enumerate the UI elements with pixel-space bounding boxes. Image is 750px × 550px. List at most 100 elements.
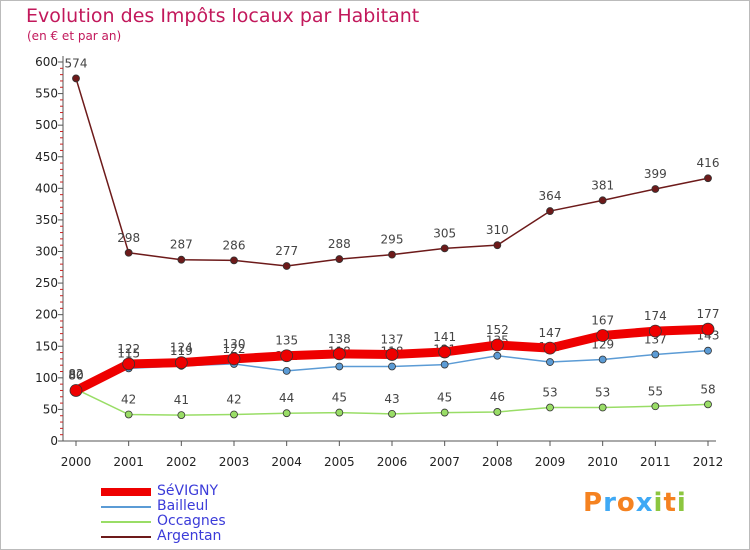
data-point-svigny xyxy=(332,347,346,361)
data-label-bailleul: 115 xyxy=(117,346,140,360)
data-point-argentan xyxy=(651,185,660,193)
y-tick-label: 400 xyxy=(35,181,58,195)
data-point-argentan xyxy=(388,250,396,259)
legend: SéVIGNY Bailleul Occagnes Argentan xyxy=(101,483,301,544)
data-label-argentan: 310 xyxy=(486,223,509,237)
data-point-occagnes xyxy=(230,410,238,419)
y-tick-label: 100 xyxy=(35,371,58,385)
legend-label: Bailleul xyxy=(157,498,209,514)
x-tick-label: 2010 xyxy=(587,455,618,469)
data-point-occagnes xyxy=(651,402,660,411)
data-point-svigny xyxy=(122,357,136,371)
data-point-bailleul xyxy=(493,351,502,360)
data-label-svigny: 177 xyxy=(697,307,720,321)
data-point-svigny xyxy=(280,349,294,363)
data-label-svigny: 80 xyxy=(68,368,83,382)
legend-item-sevigny: SéVIGNY xyxy=(101,483,301,499)
x-tick-label: 2001 xyxy=(113,455,144,469)
logo-letter: x xyxy=(635,488,654,518)
x-tick-label: 2005 xyxy=(324,455,355,469)
y-tick-label: 50 xyxy=(43,402,58,416)
data-label-argentan: 399 xyxy=(644,167,667,181)
data-label-occagnes: 58 xyxy=(700,382,715,396)
data-point-occagnes xyxy=(124,410,133,419)
data-point-bailleul xyxy=(388,362,396,371)
data-label-svigny: 147 xyxy=(539,326,562,340)
data-label-argentan: 298 xyxy=(117,231,140,245)
logo-letter: P xyxy=(583,488,604,518)
data-label-argentan: 364 xyxy=(539,189,562,203)
data-point-bailleul xyxy=(282,366,291,375)
x-tick-label: 2008 xyxy=(482,455,513,469)
data-label-svigny: 167 xyxy=(591,314,614,328)
data-point-svigny xyxy=(385,348,399,361)
x-tick-label: 2011 xyxy=(640,455,671,469)
data-point-occagnes xyxy=(282,409,291,418)
x-tick-label: 2009 xyxy=(535,455,566,469)
data-label-svigny: 138 xyxy=(328,332,351,346)
data-point-argentan xyxy=(440,244,449,253)
data-point-argentan xyxy=(124,248,133,257)
data-label-bailleul: 80 xyxy=(68,368,83,382)
legend-swatch-argentan xyxy=(101,536,151,538)
data-label-occagnes: 41 xyxy=(174,393,189,407)
data-label-svigny: 122 xyxy=(117,342,140,356)
data-point-argentan xyxy=(546,207,554,215)
y-tick-label: 150 xyxy=(35,339,58,353)
chart-subtitle: (en € et par an) xyxy=(27,29,122,43)
data-label-svigny: 135 xyxy=(275,334,298,348)
data-label-argentan: 295 xyxy=(381,233,404,247)
data-point-bailleul xyxy=(704,346,712,355)
data-point-bailleul xyxy=(440,360,449,369)
data-point-svigny xyxy=(648,324,662,338)
data-label-bailleul: 119 xyxy=(170,344,193,358)
y-tick-label: 550 xyxy=(35,87,58,101)
data-point-argentan xyxy=(282,262,291,270)
data-point-svigny xyxy=(596,329,610,342)
data-label-occagnes: 82 xyxy=(68,367,83,381)
y-tick-label: 200 xyxy=(35,308,58,322)
data-point-svigny xyxy=(227,352,241,366)
legend-item-argentan: Argentan xyxy=(101,528,301,544)
data-label-occagnes: 44 xyxy=(279,391,294,405)
data-label-occagnes: 55 xyxy=(648,384,663,398)
y-tick-label: 600 xyxy=(35,55,58,69)
data-label-svigny: 152 xyxy=(486,323,509,337)
data-point-argentan xyxy=(72,74,80,83)
data-label-occagnes: 42 xyxy=(121,392,136,406)
data-point-occagnes xyxy=(493,408,502,416)
data-point-occagnes xyxy=(598,403,607,412)
data-label-svigny: 137 xyxy=(381,332,404,346)
data-point-argentan xyxy=(335,255,344,263)
logo-letter: o xyxy=(616,488,636,518)
data-label-argentan: 286 xyxy=(223,238,246,252)
x-tick-label: 2007 xyxy=(429,455,460,469)
data-label-svigny: 130 xyxy=(223,337,246,351)
legend-item-occagnes: Occagnes xyxy=(101,513,301,529)
data-point-argentan xyxy=(230,256,238,265)
x-tick-label: 2003 xyxy=(219,455,250,469)
data-point-bailleul xyxy=(546,358,554,366)
chart-title: Evolution des Impôts locaux par Habitant xyxy=(26,5,420,27)
data-point-bailleul xyxy=(598,355,607,364)
legend-label: SéVIGNY xyxy=(157,483,219,499)
proxiti-logo: Proxiti xyxy=(583,488,687,518)
data-point-argentan xyxy=(177,255,186,264)
legend-label: Occagnes xyxy=(157,513,226,529)
logo-letter: r xyxy=(603,488,617,518)
data-point-svigny xyxy=(701,322,715,336)
data-label-occagnes: 45 xyxy=(332,391,347,405)
data-label-svigny: 124 xyxy=(170,341,193,355)
logo-letter: i xyxy=(676,488,687,518)
data-point-occagnes xyxy=(704,400,712,409)
data-point-svigny xyxy=(490,338,504,352)
data-label-argentan: 381 xyxy=(591,178,614,192)
x-tick-label: 2004 xyxy=(271,455,302,469)
x-tick-label: 2012 xyxy=(693,455,724,469)
data-point-bailleul xyxy=(651,350,660,359)
data-point-svigny xyxy=(438,345,452,359)
x-tick-label: 2006 xyxy=(377,455,408,469)
data-point-occagnes xyxy=(440,408,449,417)
